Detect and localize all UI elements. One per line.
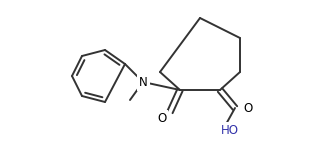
Text: O: O	[157, 111, 167, 124]
Text: HO: HO	[221, 123, 239, 136]
Text: O: O	[244, 102, 253, 114]
Text: N: N	[139, 75, 147, 88]
